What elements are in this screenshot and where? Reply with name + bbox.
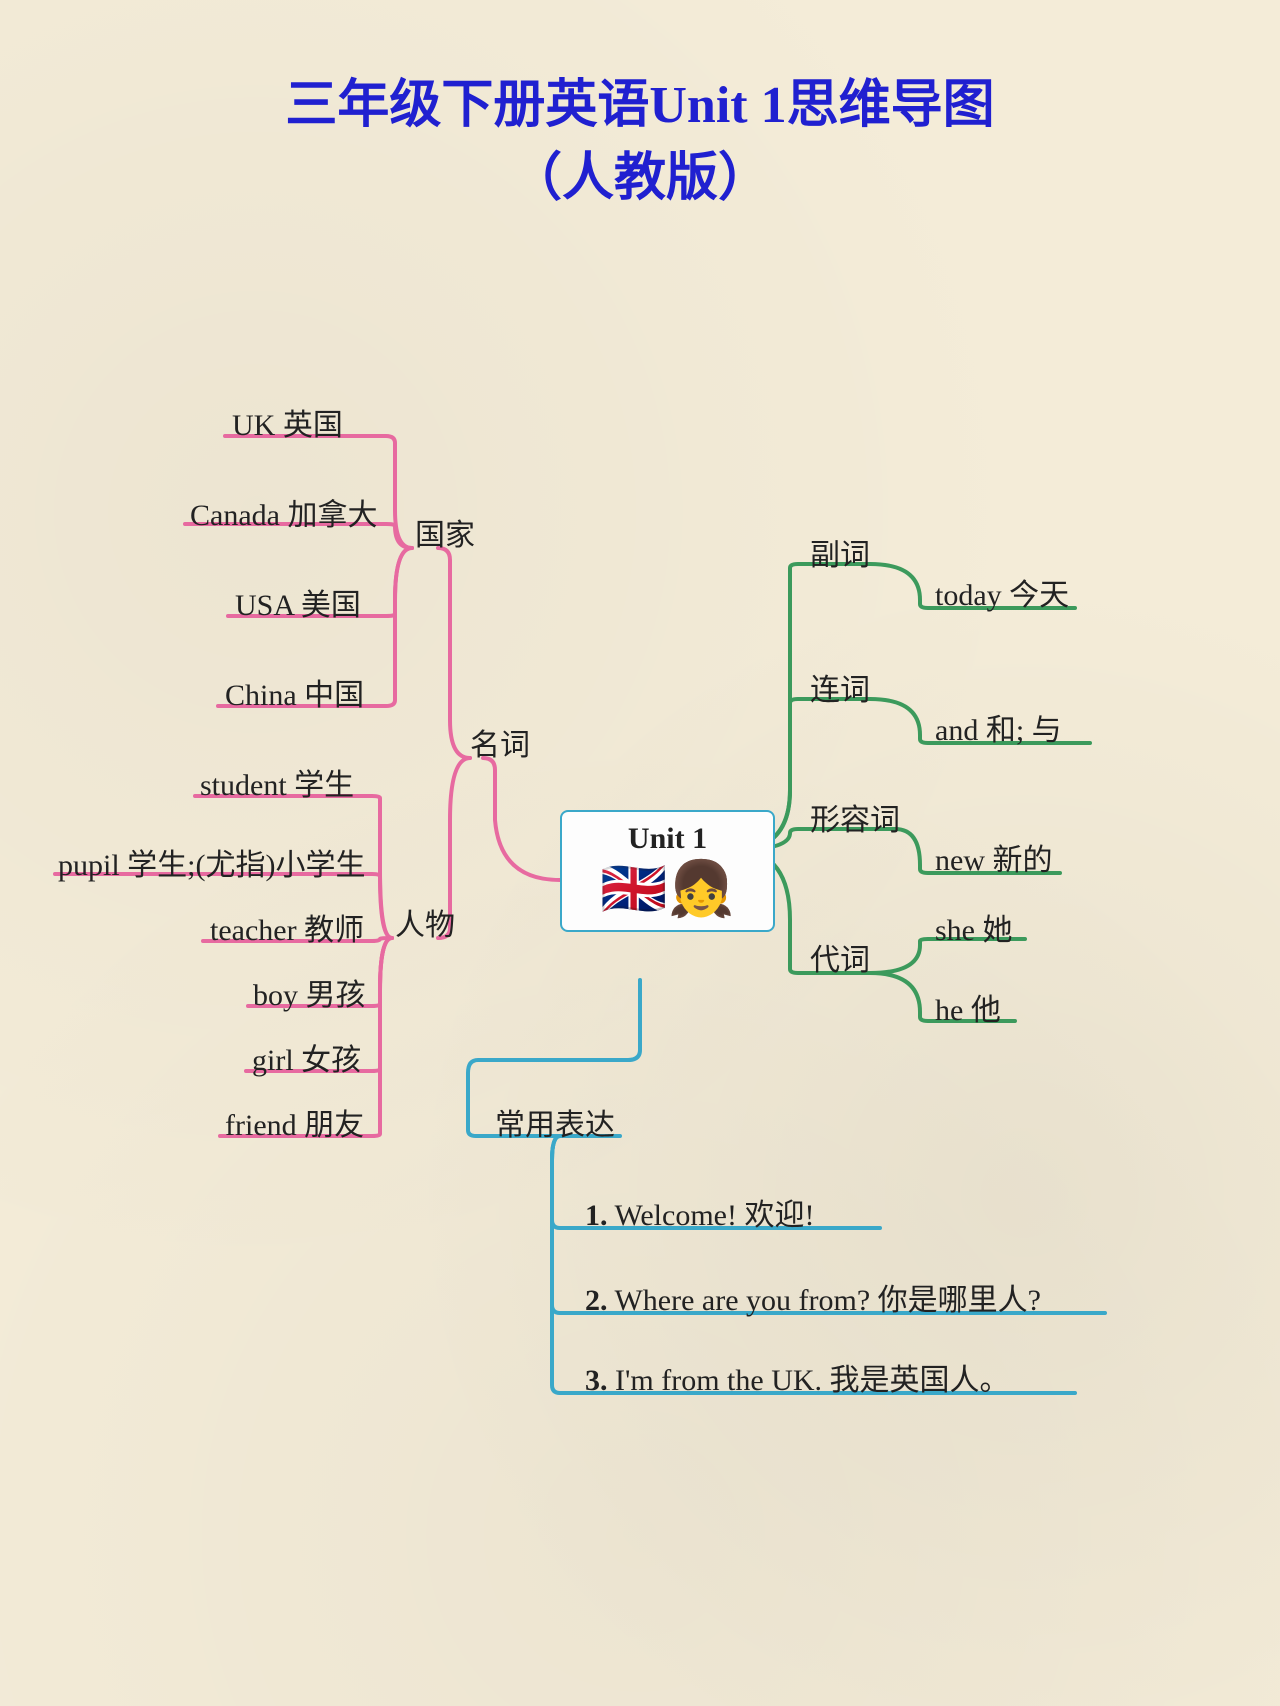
node-label: UK 英国 [232, 400, 343, 444]
node-label: 代词 [810, 935, 870, 979]
node-label: 国家 [415, 510, 475, 554]
node-label: 名词 [470, 720, 530, 764]
center-node: Unit 1 🇬🇧👧 [560, 810, 775, 932]
node-label: 1. Welcome! 欢迎! [585, 1190, 814, 1234]
node-label: 人物 [395, 900, 455, 944]
node-label: China 中国 [225, 670, 364, 714]
node-label: 连词 [810, 665, 870, 709]
node-label: teacher 教师 [210, 905, 364, 949]
node-label: boy 男孩 [253, 970, 366, 1014]
node-label: he 他 [935, 985, 1001, 1029]
node-label: student 学生 [200, 760, 354, 804]
node-label: 副词 [810, 530, 870, 574]
node-label: girl 女孩 [252, 1035, 361, 1079]
node-label: USA 美国 [235, 580, 361, 624]
node-label: friend 朋友 [225, 1100, 364, 1144]
center-illustration: 🇬🇧👧 [580, 862, 755, 916]
node-label: 3. I'm from the UK. 我是英国人。 [585, 1355, 1010, 1399]
node-label: she 她 [935, 905, 1013, 949]
node-label: and 和; 与 [935, 705, 1062, 749]
node-label: 2. Where are you from? 你是哪里人? [585, 1275, 1041, 1319]
node-label: today 今天 [935, 570, 1069, 614]
node-label: 常用表达 [495, 1100, 615, 1144]
node-label: Canada 加拿大 [190, 490, 377, 534]
center-title: Unit 1 [580, 822, 755, 856]
node-label: new 新的 [935, 835, 1052, 879]
node-label: pupil 学生;(尤指)小学生 [58, 840, 366, 884]
node-label: 形容词 [810, 795, 900, 839]
